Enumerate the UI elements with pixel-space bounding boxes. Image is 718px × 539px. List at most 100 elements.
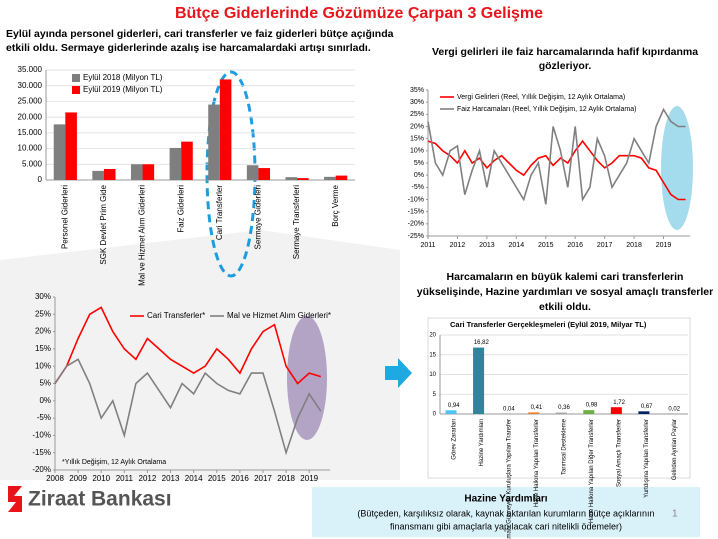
y-tick-label: 25% bbox=[410, 111, 424, 118]
bar bbox=[103, 169, 116, 180]
y-tick-label: 5.000 bbox=[22, 159, 43, 168]
y-tick-label: 15.000 bbox=[18, 128, 43, 137]
x-tick-label: 2014 bbox=[509, 242, 525, 249]
x-tick-label: Cari Transferler bbox=[215, 185, 224, 240]
left-heading: Eylül ayında personel giderleri, cari tr… bbox=[6, 28, 394, 40]
line-series bbox=[427, 139, 686, 201]
x-tick-label: 2019 bbox=[300, 474, 318, 483]
right-heading: etkili oldu. bbox=[539, 301, 591, 313]
x-tick-label: 2013 bbox=[479, 242, 495, 249]
y-tick-label: 5% bbox=[414, 160, 424, 167]
highlight-ellipse bbox=[287, 316, 327, 440]
x-tick-label: 2012 bbox=[450, 242, 466, 249]
y-tick-label: 10.000 bbox=[18, 144, 43, 153]
x-tick-label: Sermaye Giderleri bbox=[254, 185, 263, 250]
y-tick-label: 35.000 bbox=[18, 65, 43, 74]
info-box-title: Hazine Yardımları bbox=[464, 494, 547, 505]
y-tick-label: -20% bbox=[32, 465, 51, 474]
y-tick-label: 10% bbox=[410, 148, 424, 155]
value-label: 0,36 bbox=[558, 405, 570, 411]
bar bbox=[297, 178, 309, 180]
x-tick-label: Personel Giderleri bbox=[60, 185, 69, 249]
x-tick-label: 2010 bbox=[92, 474, 110, 483]
y-tick-label: -5% bbox=[412, 184, 424, 191]
y-tick-label: 15 bbox=[429, 352, 436, 358]
value-label: 16,82 bbox=[474, 340, 490, 346]
y-tick-label: -10% bbox=[32, 431, 51, 440]
legend-label: Cari Transferler* bbox=[147, 311, 205, 320]
y-tick-label: 20% bbox=[410, 123, 424, 130]
bar bbox=[142, 164, 155, 180]
x-tick-label: Faiz Giderleri bbox=[176, 185, 185, 233]
x-tick-label: 2018 bbox=[277, 474, 295, 483]
x-tick-label: Hane Halkına Yapılan Diğer Transferler bbox=[589, 419, 595, 523]
bar bbox=[528, 412, 540, 414]
y-tick-label: 10% bbox=[35, 361, 51, 370]
value-label: 0,41 bbox=[531, 405, 543, 411]
y-tick-label: 20 bbox=[429, 333, 436, 339]
x-tick-label: 2019 bbox=[656, 242, 672, 249]
y-tick-label: 20% bbox=[35, 327, 51, 336]
y-tick-label: 15% bbox=[410, 136, 424, 143]
bar bbox=[169, 147, 182, 180]
arrow bbox=[385, 358, 412, 388]
bar bbox=[208, 104, 220, 180]
right-heading: gözleriyor. bbox=[539, 60, 592, 72]
x-tick-label: Mal ve Hizmet Alım Giderleri bbox=[138, 185, 147, 286]
bar bbox=[53, 124, 66, 180]
right-heading: Harcamaların en büyük kalemi cari transf… bbox=[447, 271, 684, 283]
y-tick-label: -15% bbox=[408, 209, 424, 216]
x-tick-label: Gelirden Ayrılan Paylar bbox=[672, 419, 678, 480]
y-tick-label: 5% bbox=[39, 379, 51, 388]
backdrop bbox=[0, 230, 400, 480]
y-tick-label: -10% bbox=[408, 196, 424, 203]
legend-label: Vergi Gelirleri (Reel, Yıllık Değişim, 1… bbox=[457, 94, 625, 101]
legend-swatch bbox=[72, 86, 80, 94]
info-box-text: finansmanı gibi amaçlarla yapılacak cari… bbox=[390, 521, 622, 531]
y-tick-label: 0 bbox=[433, 412, 437, 418]
x-tick-label: 2008 bbox=[46, 474, 64, 483]
x-tick-label: 2014 bbox=[185, 474, 203, 483]
legend-label: Faiz Harcamaları (Reel, Yıllık Değişim, … bbox=[457, 106, 636, 113]
info-box-text: (Bütçeden, karşılıksız olarak, kaynak ak… bbox=[357, 508, 654, 518]
bar bbox=[638, 411, 650, 414]
y-tick-label: -5% bbox=[37, 413, 51, 422]
right-heading: yükselişinde, Hazine yardımları ve sosya… bbox=[417, 286, 714, 298]
chart-frame bbox=[427, 317, 691, 479]
bar bbox=[219, 79, 232, 180]
value-label: 1,72 bbox=[613, 400, 625, 406]
y-tick-label: 25.000 bbox=[18, 97, 43, 106]
x-tick-label: Görev Zararları bbox=[451, 419, 457, 460]
x-tick-label: Hane Halkına Yapılan Transferler bbox=[534, 419, 540, 507]
x-tick-label: SGK Devlet Prim Gide bbox=[99, 184, 108, 264]
value-label: 0,67 bbox=[641, 404, 653, 410]
y-tick-label: 35% bbox=[410, 87, 424, 94]
left-heading: etkili oldu. Sermaye giderlerinde azalış… bbox=[6, 42, 371, 54]
y-tick-label: 30.000 bbox=[18, 81, 43, 90]
x-tick-label: 2017 bbox=[254, 474, 272, 483]
logo-text: Ziraat Bankası bbox=[28, 488, 172, 511]
chart-title: Cari Transferler Gerçekleşmeleri (Eylül … bbox=[450, 320, 647, 329]
x-tick-label: Sermaye Transferleri bbox=[292, 185, 301, 259]
x-tick-label: 2009 bbox=[69, 474, 87, 483]
legend-label: Mal ve Hizmet Alım Giderleri* bbox=[227, 311, 331, 320]
value-label: 0,98 bbox=[586, 403, 598, 409]
y-tick-label: -20% bbox=[408, 221, 424, 228]
x-tick-label: Hazine Yardımları bbox=[479, 419, 485, 467]
bar bbox=[335, 175, 348, 180]
x-tick-label: 2011 bbox=[116, 474, 134, 483]
bar bbox=[92, 170, 104, 180]
bar bbox=[181, 141, 193, 180]
x-tick-label: 2011 bbox=[420, 242, 435, 249]
legend-swatch bbox=[72, 74, 80, 82]
bar bbox=[445, 410, 457, 414]
value-label: 0,02 bbox=[668, 406, 680, 412]
bar bbox=[246, 165, 259, 180]
y-tick-label: 25% bbox=[35, 309, 51, 318]
right-heading: Vergi gelirleri ile faiz harcamalarında … bbox=[432, 46, 698, 58]
annotation: *Yıllık Değişim, 12 Aylık Ortalama bbox=[62, 459, 166, 466]
x-tick-label: 2016 bbox=[231, 474, 249, 483]
bar bbox=[130, 164, 143, 180]
y-tick-label: 20.000 bbox=[18, 112, 43, 121]
x-tick-label: Yurtdışına Yapılan Transferler bbox=[644, 419, 650, 498]
